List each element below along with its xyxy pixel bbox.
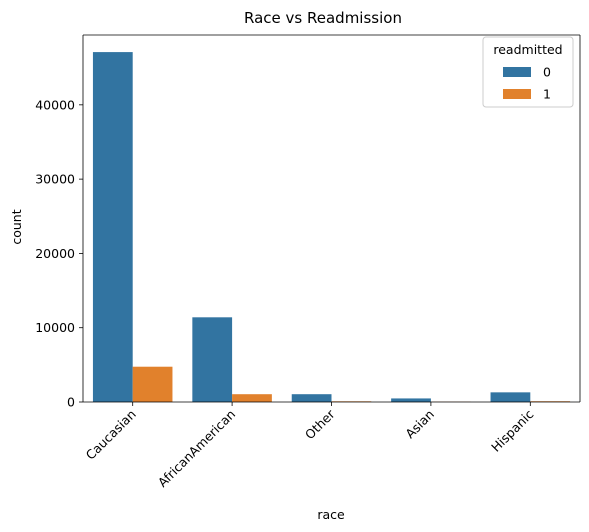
legend-swatch (503, 89, 531, 99)
x-tick-label: Other (302, 406, 338, 442)
y-tick-label: 10000 (35, 320, 75, 335)
bar-asian-readmitted-0 (391, 398, 431, 402)
bar-caucasian-readmitted-0 (92, 52, 133, 403)
legend-label: 0 (543, 65, 551, 80)
x-tick-label: Caucasian (83, 407, 139, 463)
legend-label: 1 (543, 87, 551, 102)
chart-title: Race vs Readmission (244, 9, 402, 27)
bar-africanamerican-readmitted-1 (232, 394, 272, 402)
bar-hispanic-readmitted-0 (490, 392, 531, 402)
x-axis-label: race (317, 507, 345, 522)
x-tick-label: AfricanAmerican (155, 407, 238, 490)
bar-africanamerican-readmitted-0 (192, 317, 233, 402)
legend: readmitted 0 1 (482, 36, 574, 108)
bar-caucasian-readmitted-1 (132, 366, 173, 402)
y-tick-label: 30000 (35, 172, 75, 187)
bar-other-readmitted-0 (291, 394, 332, 402)
y-axis-label: count (9, 209, 24, 244)
x-tick-label: Hispanic (488, 406, 536, 454)
legend-swatch (503, 67, 531, 77)
y-tick-label: 0 (67, 395, 75, 410)
y-tick-label: 40000 (35, 97, 75, 112)
y-tick-label: 20000 (35, 246, 75, 261)
legend-title: readmitted (493, 42, 562, 57)
x-tick-label: Asian (402, 407, 437, 442)
